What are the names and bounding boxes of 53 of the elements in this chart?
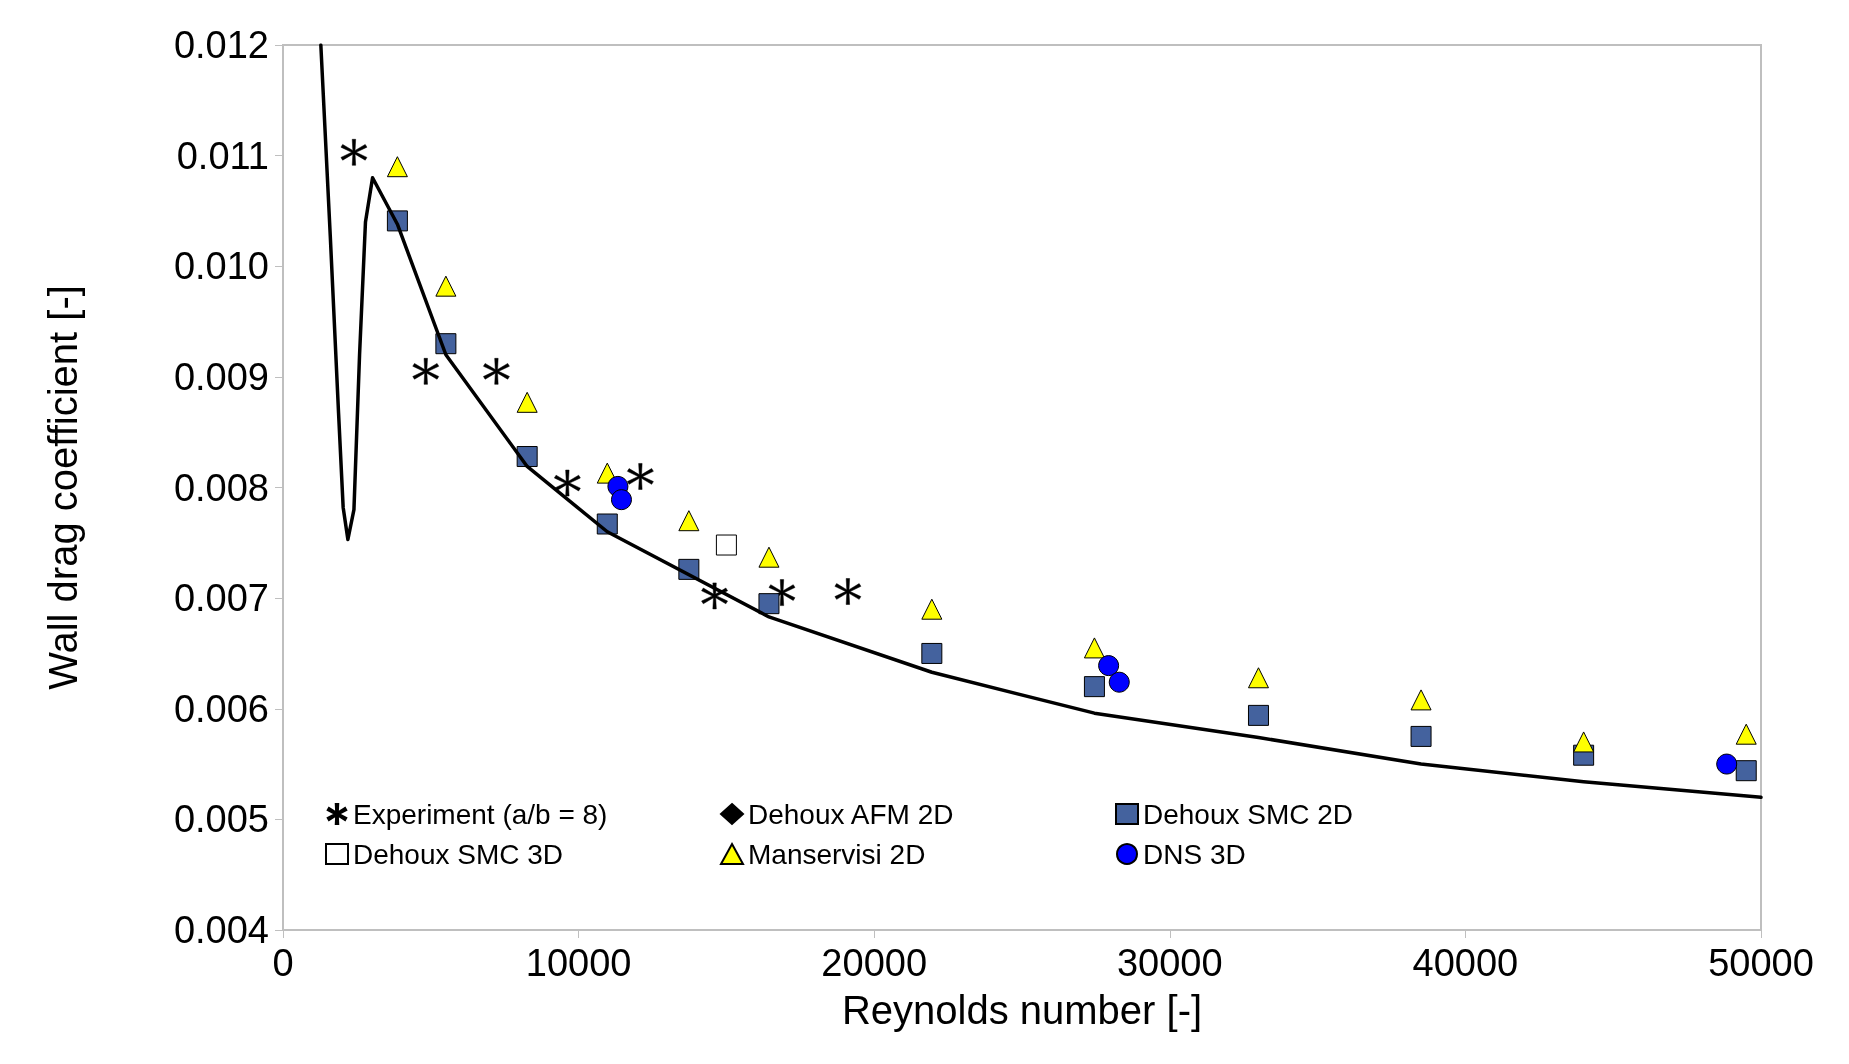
y-tick-label: 0.007 bbox=[173, 577, 269, 620]
x-tick-label: 40000 bbox=[1412, 942, 1519, 984]
legend-label: Dehoux SMC 3D bbox=[353, 838, 564, 870]
y-tick-label: 0.012 bbox=[173, 24, 269, 66]
point bbox=[921, 642, 943, 664]
point bbox=[1410, 725, 1432, 747]
x-tick-label: 50000 bbox=[1708, 942, 1814, 984]
point bbox=[554, 469, 581, 497]
y-tick-label: 0.010 bbox=[173, 245, 269, 288]
point bbox=[386, 156, 408, 178]
point bbox=[1735, 723, 1757, 745]
point bbox=[1247, 704, 1269, 726]
point bbox=[1247, 667, 1269, 689]
legend-label: DNS 3D bbox=[1143, 838, 1246, 870]
legend-label: Dehoux SMC 2D bbox=[1143, 798, 1354, 830]
point bbox=[921, 598, 943, 620]
y-tick-label: 0.009 bbox=[173, 355, 269, 398]
point bbox=[610, 489, 632, 511]
line-series bbox=[319, 43, 1763, 799]
point bbox=[435, 275, 457, 297]
y-tick-label: 0.004 bbox=[173, 909, 269, 951]
x-tick-label: 0 bbox=[272, 942, 294, 984]
legend-label: Dehoux AFM 2D bbox=[748, 798, 954, 830]
point bbox=[1735, 760, 1757, 782]
x-tick-label: 30000 bbox=[1116, 942, 1223, 984]
legend-label: Manservisi 2D bbox=[748, 838, 926, 870]
point bbox=[412, 358, 440, 385]
point bbox=[516, 391, 538, 413]
point bbox=[340, 139, 368, 166]
x-tick-label: 20000 bbox=[821, 942, 928, 984]
y-tick-label: 0.011 bbox=[176, 134, 269, 177]
point bbox=[678, 510, 700, 532]
y-tick-label: 0.005 bbox=[173, 798, 269, 841]
y-tick-label: 0.006 bbox=[173, 687, 269, 730]
point bbox=[1108, 671, 1130, 693]
y-axis-title: Wall drag coefficient [-] bbox=[41, 285, 85, 690]
point bbox=[1083, 676, 1105, 698]
point bbox=[1098, 655, 1120, 677]
legend-label: Experiment (a/b = 8) bbox=[353, 798, 608, 830]
point bbox=[1716, 753, 1738, 775]
point bbox=[758, 546, 780, 568]
point bbox=[701, 582, 728, 610]
point bbox=[1410, 689, 1432, 711]
point bbox=[1083, 637, 1105, 659]
point bbox=[834, 578, 862, 605]
point bbox=[483, 358, 510, 385]
x-tick-label: 10000 bbox=[525, 942, 632, 984]
point bbox=[715, 534, 737, 556]
x-axis-title: Reynolds number [-] bbox=[841, 988, 1203, 1032]
y-tick-label: 0.008 bbox=[173, 466, 269, 509]
point bbox=[758, 593, 780, 615]
point bbox=[1573, 731, 1595, 753]
point bbox=[627, 463, 654, 490]
